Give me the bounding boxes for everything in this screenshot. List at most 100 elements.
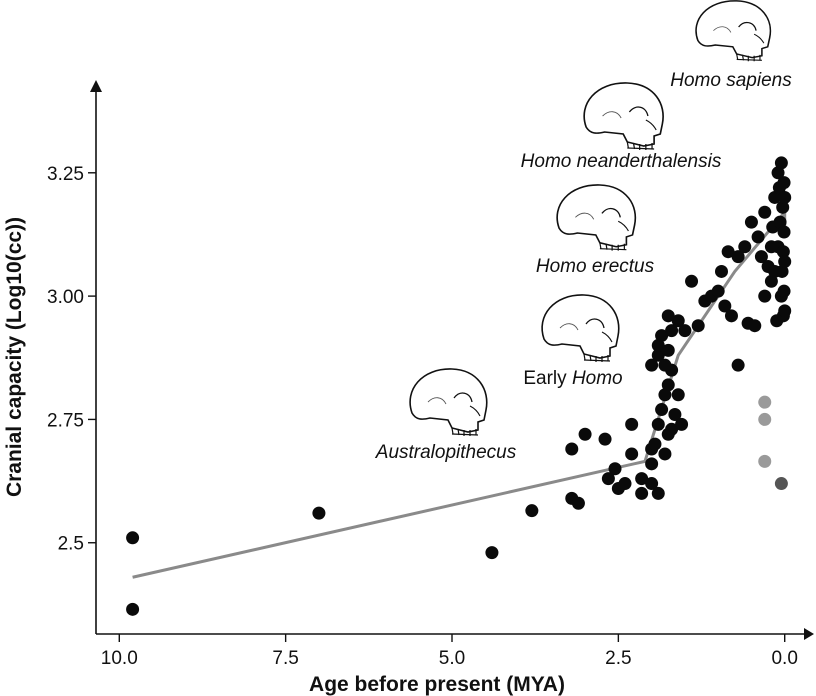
data-point [721,245,735,259]
skull-icon-australopithecus [409,368,488,437]
data-point [675,417,689,431]
data-point [778,255,792,269]
data-point [658,358,672,372]
data-point [685,274,699,288]
data-point [651,338,665,352]
annotation-homo-erectus: Homo erectus [536,256,655,277]
x-axis-title: Age before present (MYA) [309,673,565,696]
data-point [625,417,639,431]
data-point [645,477,659,491]
data-point [645,358,659,372]
x-tick-label: 0.0 [771,648,797,669]
trend-line [132,210,787,579]
data-point [778,304,792,318]
x-tick-labels: 10.0 7.5 5.0 2.5 0.0 [101,648,798,669]
data-point [668,407,682,421]
data-point [645,457,659,471]
y-tick-label: 3.25 [47,164,84,185]
data-point [671,388,685,402]
scatter-points [126,156,792,616]
annotations: Australopithecus Early Homo Homo erectus… [375,70,792,463]
x-tick-label: 10.0 [101,648,138,669]
data-point-light-gray [758,395,772,409]
skull-icon-homo-neanderthalensis [583,82,664,151]
data-point [485,546,499,560]
data-point [731,358,745,372]
data-point [773,215,787,229]
data-point [661,309,675,323]
data-point [126,531,140,545]
y-tick-label: 2.75 [47,410,84,431]
data-point [754,250,768,264]
x-tick-label: 5.0 [439,648,465,669]
data-point [655,403,669,417]
data-point [655,329,669,343]
data-point [777,225,791,239]
data-point [775,264,789,278]
data-point [678,324,692,338]
x-tick-label: 7.5 [272,648,298,669]
x-axis-arrow-icon [804,628,814,640]
data-point [714,264,728,278]
data-point [651,348,665,362]
skull-icon-early-homo [541,294,620,363]
tick-marks [88,172,786,642]
annotation-early-homo-prefix: Early [523,368,572,389]
y-tick-labels: 2.5 2.75 3.00 3.25 [47,164,84,555]
data-point [658,447,672,461]
data-point [608,462,622,476]
data-point [774,156,788,170]
data-point [776,200,790,214]
data-point [744,215,758,229]
y-axis-arrow-icon [90,80,102,92]
data-point [635,486,649,500]
data-point [758,205,772,219]
data-point [651,486,665,500]
data-point [758,289,772,303]
y-tick-label: 2.5 [58,534,84,555]
data-point [661,343,675,357]
data-point [658,388,672,402]
data-point-light-gray [758,412,772,426]
data-point [648,437,662,451]
annotation-homo-sapiens: Homo sapiens [670,70,792,91]
data-point [618,477,632,491]
data-point [665,324,679,338]
data-point [126,602,140,616]
annotation-early-homo-italic: Homo [572,368,623,389]
skull-icon-homo-sapiens [695,0,772,62]
annotation-homo-neanderthalensis: Homo neanderthalensis [521,151,722,172]
data-point [731,250,745,264]
data-point-light-gray [758,454,772,468]
data-point [751,230,765,244]
data-point [778,190,792,204]
data-point [601,472,615,486]
data-point [635,472,649,486]
data-point [738,240,752,254]
data-point [671,314,685,328]
data-point [661,378,675,392]
y-axis-title: Cranial capacity (Log10(cc)) [3,217,26,497]
y-tick-label: 3.00 [47,287,84,308]
data-point [777,284,791,298]
data-point-dark-gray [774,477,788,491]
data-point [764,274,778,288]
data-point [724,309,738,323]
data-point [598,432,612,446]
data-point [691,319,705,333]
annotation-early-homo: Early Homo [523,368,622,389]
data-point [625,447,639,461]
data-point [718,299,732,313]
data-point [776,245,790,259]
data-point [571,496,585,510]
data-point [525,504,539,518]
data-point [578,427,592,441]
data-point [312,506,326,520]
data-point [748,319,762,333]
annotation-australopithecus: Australopithecus [375,442,517,463]
data-point [651,417,665,431]
data-point [711,284,725,298]
data-point [777,176,791,190]
data-point [665,422,679,436]
